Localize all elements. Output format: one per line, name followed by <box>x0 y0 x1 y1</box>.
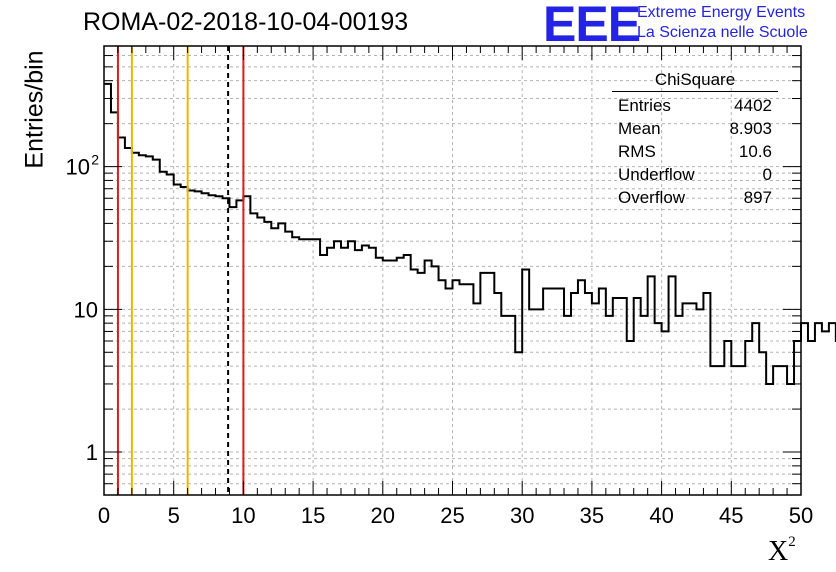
x-tick-label: 10 <box>231 503 255 528</box>
y-axis-label: Entries/bin <box>20 50 49 169</box>
x-axis-label: X2 <box>768 533 796 567</box>
stats-box: ChiSquare Entries 4402 Mean 8.903 RMS 10… <box>612 70 778 209</box>
x-tick-label: 45 <box>719 503 743 528</box>
y-tick-label: 10 <box>74 297 98 322</box>
stats-value: 10.6 <box>738 142 772 161</box>
x-tick-label: 25 <box>440 503 464 528</box>
y-tick-label: 10 <box>66 155 90 180</box>
stats-key: Mean <box>618 119 661 138</box>
x-tick-label: 30 <box>510 503 534 528</box>
x-tick-label: 0 <box>98 503 110 528</box>
x-tick-label: 40 <box>649 503 673 528</box>
chart-title: ROMA-02-2018-10-04-00193 <box>83 8 409 36</box>
eee-logo: EEE <box>543 0 641 52</box>
stats-row-mean: Mean 8.903 <box>612 117 778 140</box>
stats-key: Underflow <box>618 165 695 184</box>
y-tick-label-exponent: 2 <box>91 152 99 168</box>
stats-row-underflow: Underflow 0 <box>612 163 778 186</box>
stats-title: ChiSquare <box>612 70 778 92</box>
stats-key: Overflow <box>618 188 686 207</box>
x-tick-label: 15 <box>301 503 325 528</box>
x-tick-label: 20 <box>371 503 395 528</box>
stats-value: 8.903 <box>729 119 772 138</box>
stats-value: 4402 <box>734 96 772 115</box>
logo-line-2: La Scienza nelle Scuole <box>637 24 808 41</box>
x-tick-label: 50 <box>789 503 813 528</box>
stats-value: 897 <box>743 188 772 207</box>
x-tick-label: 35 <box>580 503 604 528</box>
stats-row-rms: RMS 10.6 <box>612 140 778 163</box>
logo-line-1: Extreme Energy Events <box>637 4 806 21</box>
x-tick-label: 5 <box>168 503 180 528</box>
y-tick-label: 1 <box>86 440 98 465</box>
stats-row-overflow: Overflow 897 <box>612 186 778 209</box>
grid-lines <box>104 46 801 495</box>
stats-row-entries: Entries 4402 <box>612 94 778 117</box>
stats-value: 0 <box>762 165 772 184</box>
stats-key: RMS <box>618 142 656 161</box>
stats-key: Entries <box>618 96 671 115</box>
